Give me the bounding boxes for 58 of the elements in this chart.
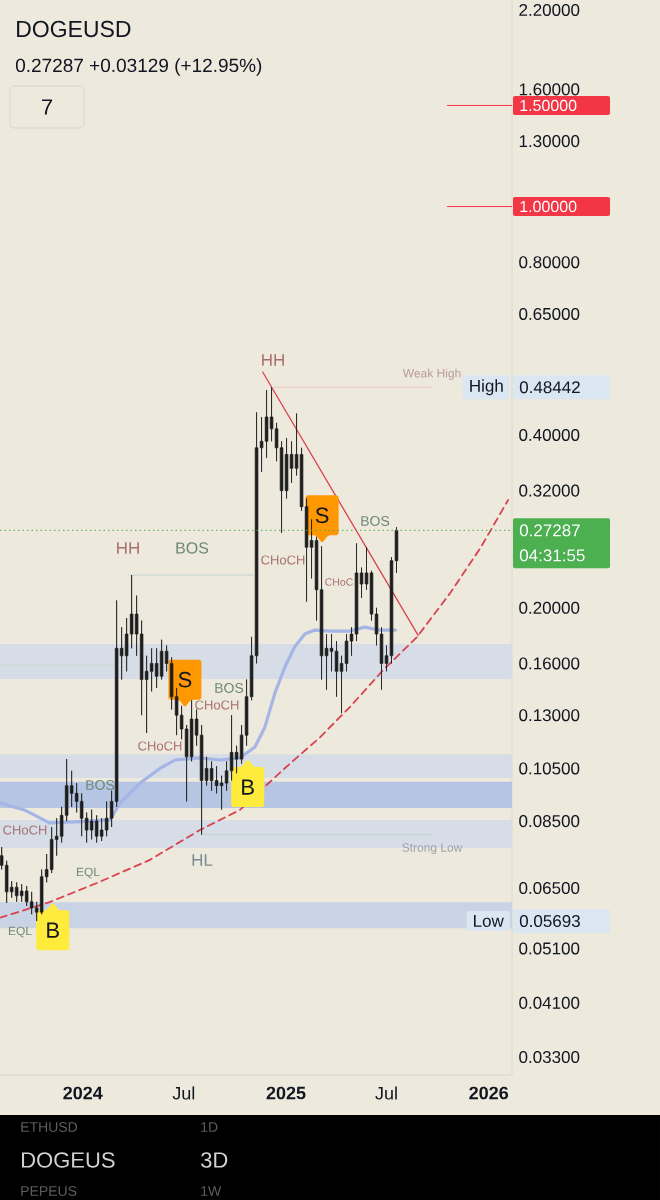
annotation: S bbox=[178, 671, 192, 688]
ref-line-label: 1.50000 bbox=[520, 99, 577, 112]
y-tick-label: 0.32000 bbox=[519, 484, 580, 497]
text: 1D bbox=[201, 1122, 218, 1132]
y-tick-label: 0.04100 bbox=[519, 996, 580, 1009]
annotation: B bbox=[242, 779, 254, 795]
y-tick-label: 0.20000 bbox=[519, 601, 580, 614]
text: PEPEUS bbox=[21, 1186, 77, 1196]
y-tick-label: 0.40000 bbox=[519, 428, 580, 441]
annotation: HL bbox=[192, 854, 213, 866]
annotation: B bbox=[47, 922, 59, 938]
annotation: HH bbox=[262, 354, 284, 366]
annotation: BOS bbox=[361, 516, 390, 526]
ref-line-label: 0.27287 bbox=[519, 524, 580, 537]
y-tick-label: 0.03300 bbox=[519, 1050, 580, 1064]
y-tick-label: 0.06500 bbox=[519, 881, 580, 895]
series-label: Weak High bbox=[402, 368, 461, 380]
x-tick-label: Jul bbox=[172, 1086, 195, 1100]
y-tick-label: 0.05100 bbox=[519, 942, 580, 955]
text: 3D bbox=[201, 1152, 228, 1168]
y-tick-label: 0.10500 bbox=[519, 762, 580, 775]
text: DOGEUSD bbox=[17, 20, 131, 38]
x-tick-label: 2025 bbox=[266, 1086, 306, 1100]
x-tick-label: 2026 bbox=[469, 1086, 509, 1100]
y-tick-label: 0.08500 bbox=[519, 815, 580, 828]
annotation: CHoCH bbox=[138, 741, 182, 751]
ref-line-label: 1.00000 bbox=[520, 200, 577, 213]
annotation: Low bbox=[474, 915, 504, 927]
x-tick-label: 2024 bbox=[63, 1086, 103, 1100]
text: 0.05693 bbox=[519, 915, 580, 928]
y-tick-label: 0.80000 bbox=[519, 256, 580, 269]
annotation: S bbox=[315, 507, 329, 524]
annotation: BOS bbox=[215, 683, 244, 693]
annotation: BOS bbox=[176, 542, 209, 554]
annotation: HH bbox=[117, 542, 139, 554]
annotation: CHoCH bbox=[3, 825, 47, 835]
y-tick-label: 2.20000 bbox=[519, 3, 580, 16]
x-tick-label: Jul bbox=[375, 1086, 397, 1100]
y-tick-label: 0.16000 bbox=[519, 657, 580, 670]
series-label: Strong Low bbox=[402, 843, 463, 855]
text: 0.27287 +0.03129 (+12.95%) bbox=[15, 58, 262, 76]
text: 0.48442 bbox=[519, 381, 580, 394]
y-tick-label: 1.60000 bbox=[519, 83, 580, 96]
annotation: EQL bbox=[8, 926, 32, 938]
text: ETHUSD bbox=[21, 1122, 78, 1132]
y-tick-label: 0.13000 bbox=[519, 709, 580, 722]
annotation: EQL bbox=[76, 867, 100, 879]
annotation: 7 bbox=[42, 99, 53, 115]
text: 1W bbox=[201, 1186, 222, 1196]
annotation: CHoC bbox=[325, 578, 353, 586]
annotation: BOS bbox=[86, 780, 115, 790]
text: 04:31:55 bbox=[519, 549, 585, 562]
annotation: High bbox=[470, 379, 503, 396]
text: DOGEUS bbox=[22, 1152, 115, 1168]
annotation: CHoCH bbox=[195, 700, 239, 710]
annotation: CHoCH bbox=[261, 555, 305, 565]
y-tick-label: 0.65000 bbox=[519, 307, 580, 320]
y-tick-label: 1.30000 bbox=[519, 135, 580, 148]
